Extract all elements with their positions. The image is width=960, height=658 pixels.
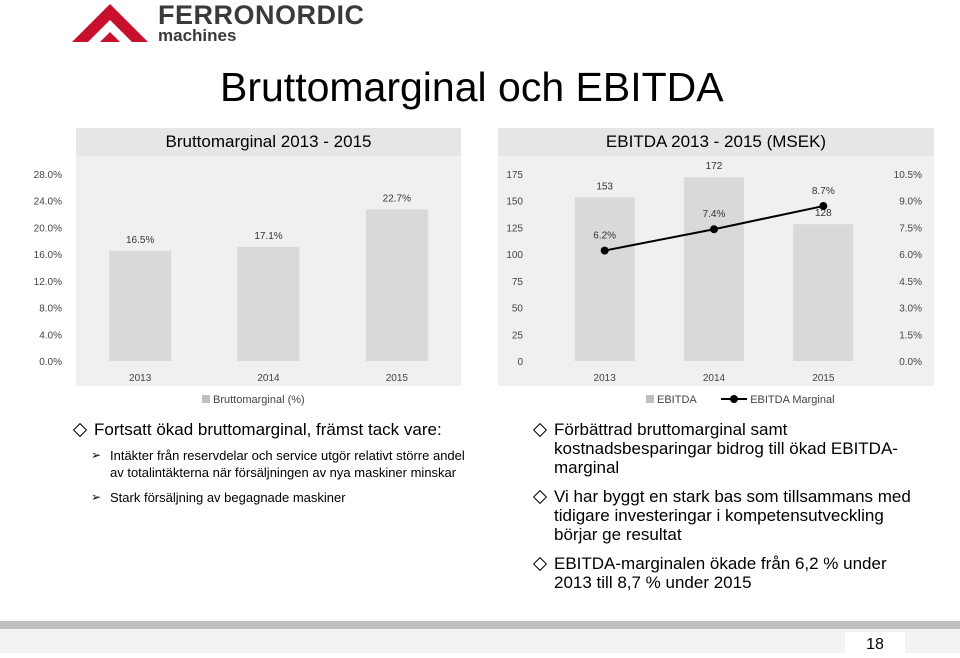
footer-bar [0,621,960,629]
diamond-bullet-icon [532,422,548,438]
x-tick-label: 2013 [594,373,617,384]
left-sub-text-2: Stark försäljning av begagnade maskiner [110,490,346,505]
y-tick-label: 25 [512,330,524,341]
line-point [710,225,718,234]
page-title: Bruttomarginal och EBITDA [220,64,724,110]
y-tick-label: 4.0% [39,330,62,341]
right-text-1: Förbättrad bruttomarginal samt kostnadsb… [554,420,898,477]
x-tick-label: 2015 [812,373,835,384]
diamond-bullet-icon [72,422,88,438]
bar [365,209,428,361]
y-tick-label: 125 [506,223,523,234]
legend-swatch-ebitda-marginal [721,394,748,403]
arrow-bullet-icon: ➢ [91,448,102,462]
right-bullets: Förbättrad bruttomarginal samt kostnadsb… [532,420,922,598]
right-bullet: EBITDA-marginalen ökade från 6,2 % under… [532,554,922,592]
chart2-legend: EBITDA EBITDA Marginal [646,394,835,406]
y-tick-label: 16.0% [34,250,62,261]
y-tick-label: 150 [506,197,523,208]
triangle-logo-icon [72,4,148,42]
brand-name: FERRONORDIC [158,0,365,30]
left-bullets: Fortsatt ökad bruttomarginal, främst tac… [72,420,472,506]
y-tick-label: 50 [512,304,524,315]
arrow-bullet-icon: ➢ [91,490,102,504]
data-label: 17.1% [254,231,282,242]
y-tick-label: 0 [517,357,523,368]
left-main-text: Fortsatt ökad bruttomarginal, främst tac… [94,420,442,439]
bar [237,246,300,361]
x-tick-label: 2015 [386,373,409,384]
line-point [819,202,828,211]
bar [109,250,172,361]
y-tick-label: 20.0% [34,223,62,234]
x-tick-label: 2014 [257,373,280,384]
data-label: 128 [815,208,832,219]
brand-sub: machines [158,26,237,45]
legend-swatch-ebitda [646,395,654,403]
y-tick-label: 28.0% [34,170,62,181]
footer-band [0,629,960,653]
y-tick-label: 12.0% [34,277,62,288]
right-text-3: EBITDA-marginalen ökade från 6,2 % under… [554,554,887,592]
legend-label-bruttomarginal: Bruttomarginal (%) [213,394,305,406]
data-label: 22.7% [383,193,411,204]
bar [793,224,854,361]
bar [684,177,744,361]
chart2-title: EBITDA 2013 - 2015 (MSEK) [498,128,934,156]
chart1-title: Bruttomarginal 2013 - 2015 [76,128,461,156]
left-sub-text-1: Intäkter från reservdelar och service ut… [110,448,465,480]
chart1-svg: 0.0% 4.0% 8.0% 12.0% 16.0% 20.0% 24.0% 28.0% 16.… [34,170,428,384]
y2-tick-label: 7.5% [899,223,922,234]
y2-tick-label: 9.0% [899,197,922,208]
y2-tick-label: 6.0% [899,250,922,261]
x-tick-label: 2013 [129,373,152,384]
data-label: 16.5% [126,235,154,246]
line-data-label: 7.4% [703,209,726,220]
brand-logo: FERRONORDIC machines [158,0,365,44]
y2-tick-label: 4.5% [899,277,922,288]
page-number: 18 [845,632,905,653]
right-bullet: Vi har byggt en stark bas som tillsamman… [532,487,922,544]
chart1-legend: Bruttomarginal (%) [202,394,305,406]
left-sub-bullet: ➢ Stark försäljning av begagnade maskine… [72,489,472,506]
y-tick-label: 75 [512,277,524,288]
right-text-2: Vi har byggt en stark bas som tillsamman… [554,487,911,544]
legend-label-ebitda: EBITDA [657,394,697,406]
line-point [600,246,609,255]
x-tick-label: 2014 [703,373,726,384]
y-tick-label: 0.0% [39,357,62,368]
line-data-label: 6.2% [593,231,616,242]
chart2-svg: 0 25 50 75 100 125 150 175 0.0% 1.5% 3.0% 4.5% 6.0% 7… [506,161,922,384]
data-label: 172 [706,161,723,172]
y-tick-label: 175 [506,170,523,181]
y2-tick-label: 1.5% [899,330,922,341]
y-tick-label: 24.0% [34,197,62,208]
diamond-bullet-icon [532,556,548,572]
y2-tick-label: 3.0% [899,304,922,315]
right-bullet: Förbättrad bruttomarginal samt kostnadsb… [532,420,922,477]
y2-tick-label: 10.5% [894,170,922,181]
line-data-label: 8.7% [812,186,835,197]
y-tick-label: 8.0% [39,304,62,315]
data-label: 153 [596,182,613,193]
diamond-bullet-icon [532,489,548,505]
legend-swatch-bruttomarginal [202,395,210,403]
left-sub-bullet: ➢ Intäkter från reservdelar och service … [72,447,472,481]
y-tick-label: 100 [506,250,523,261]
y2-tick-label: 0.0% [899,357,922,368]
legend-label-ebitda-marginal: EBITDA Marginal [750,394,835,406]
left-main-bullet: Fortsatt ökad bruttomarginal, främst tac… [72,420,472,439]
bar [574,197,635,361]
